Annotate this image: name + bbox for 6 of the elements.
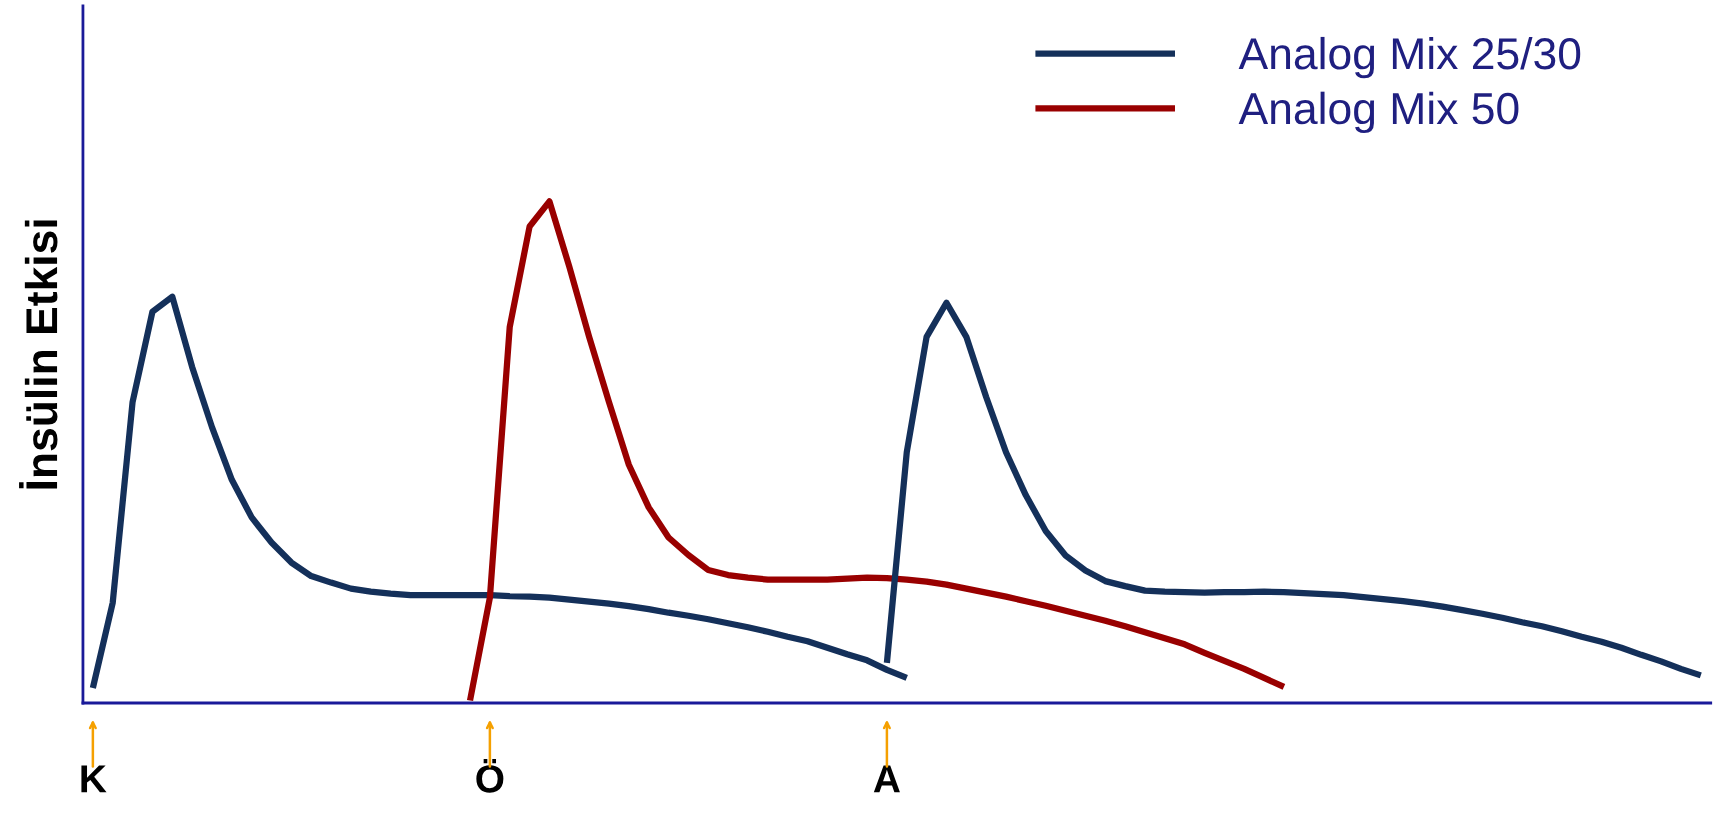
legend-label: Analog Mix 50 <box>1238 91 1519 134</box>
x-tick-label: K <box>81 765 107 793</box>
x-tick-label: Ö <box>476 759 504 793</box>
x-tick-label: A <box>873 765 900 793</box>
legend-label: Analog Mix 25/30 <box>1238 36 1581 79</box>
y-axis-title: İnsülin Etkisi <box>19 220 58 489</box>
